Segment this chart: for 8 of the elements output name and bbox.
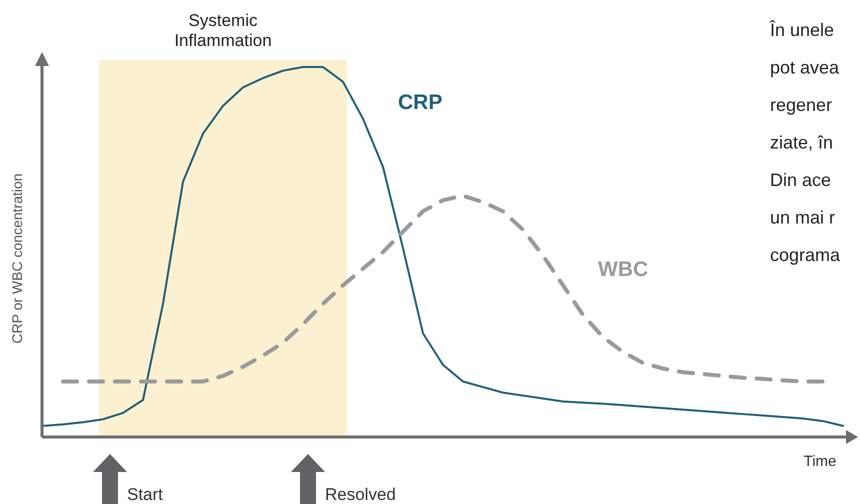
- y-axis-title: CRP or WBC concentration: [9, 173, 25, 344]
- series-label: WBC: [598, 258, 648, 281]
- x-axis-title: Time: [804, 453, 836, 470]
- text: Resolved: [325, 485, 396, 504]
- series-label: CRP: [398, 91, 442, 114]
- annotation: În unele pot avea regener ziate, în Din ace un mai r cograma: [769, 20, 842, 265]
- text: Start: [127, 485, 164, 504]
- text: Systemic Inflammation: [174, 11, 272, 50]
